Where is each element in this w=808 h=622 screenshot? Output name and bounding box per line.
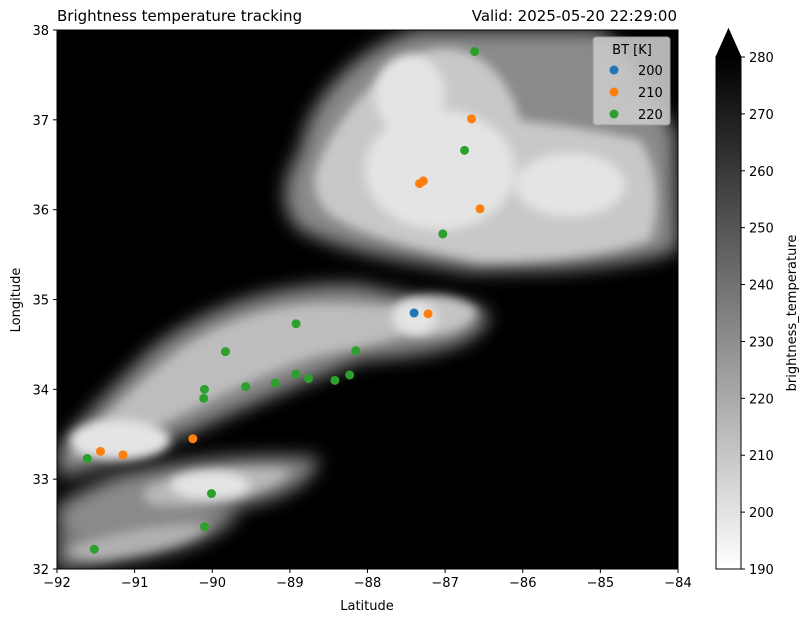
scatter-point-210k bbox=[188, 434, 198, 444]
plot-area bbox=[56, 29, 679, 570]
x-tick-label: −91 bbox=[121, 576, 148, 591]
x-axis-label: Latitude bbox=[340, 599, 394, 614]
scatter-point-220k bbox=[199, 393, 209, 403]
brightness-temperature-field bbox=[57, 30, 678, 569]
scatter-point-220k bbox=[460, 145, 470, 155]
x-tick-label: −87 bbox=[431, 576, 458, 591]
y-axis: 32 33 34 35 36 37 38 bbox=[32, 24, 57, 578]
x-tick-label: −86 bbox=[509, 576, 536, 591]
legend-label-200: 200 bbox=[638, 64, 663, 79]
scatter-point-210k bbox=[475, 204, 485, 214]
scatter-point-220k bbox=[351, 346, 361, 356]
scatter-point-210k bbox=[467, 114, 477, 124]
colorbar: 190 200 210 220 230 240 250 260 270 280 brightnes… bbox=[715, 27, 800, 578]
legend-marker-200 bbox=[609, 65, 619, 75]
scatter-point-220k bbox=[199, 522, 209, 532]
colorbar-label: brightness_temperature bbox=[785, 235, 800, 392]
scatter-point-220k bbox=[470, 47, 480, 57]
legend-label-210: 210 bbox=[638, 86, 663, 101]
y-axis-label: Longitude bbox=[9, 268, 24, 333]
legend-box bbox=[592, 36, 671, 126]
scatter-point-220k bbox=[330, 375, 340, 385]
x-tick-label: −84 bbox=[664, 576, 691, 591]
y-tick-label: 35 bbox=[32, 294, 49, 309]
y-tick-label: 36 bbox=[32, 204, 49, 219]
colorbar-tick-label: 210 bbox=[749, 449, 774, 464]
colorbar-tick-label: 270 bbox=[749, 108, 774, 123]
scatter-point-220k bbox=[206, 489, 216, 499]
legend-marker-220 bbox=[609, 109, 619, 119]
y-tick-label: 38 bbox=[32, 24, 49, 39]
colorbar-extend-max bbox=[715, 27, 742, 58]
y-tick-label: 34 bbox=[32, 383, 49, 398]
x-tick-label: −92 bbox=[43, 576, 70, 591]
scatter-point-210k bbox=[95, 446, 105, 456]
scatter-point-220k bbox=[270, 378, 280, 388]
colorbar-tick-label: 220 bbox=[749, 392, 774, 407]
legend: BT [K] 200 210 220 bbox=[592, 36, 671, 126]
scatter-point-220k bbox=[89, 544, 99, 554]
scatter-point-220k bbox=[220, 347, 230, 357]
scatter-point-220k bbox=[199, 384, 209, 394]
x-tick-label: −88 bbox=[354, 576, 381, 591]
scatter-point-210k bbox=[118, 450, 128, 460]
colorbar-tick-label: 250 bbox=[749, 222, 774, 237]
scatter-point-220k bbox=[241, 382, 251, 392]
colorbar-tick-label: 260 bbox=[749, 165, 774, 180]
scatter-point-220k bbox=[345, 370, 355, 380]
chart-title-left: Brightness temperature tracking bbox=[57, 7, 302, 25]
scatter-point-200k bbox=[409, 308, 419, 318]
scatter-point-220k bbox=[438, 229, 448, 239]
scatter-point-210k bbox=[423, 309, 433, 319]
chart-title-right: Valid: 2025-05-20 22:29:00 bbox=[472, 7, 677, 25]
scatter-point-220k bbox=[82, 454, 92, 464]
legend-marker-210 bbox=[609, 87, 619, 97]
y-tick-label: 32 bbox=[32, 563, 49, 578]
scatter-point-220k bbox=[291, 369, 301, 379]
colorbar-gradient bbox=[715, 56, 742, 570]
scatter-points bbox=[82, 47, 485, 554]
y-tick-label: 33 bbox=[32, 473, 49, 488]
y-tick-label: 37 bbox=[32, 114, 49, 129]
x-tick-label: −90 bbox=[199, 576, 226, 591]
x-tick-label: −89 bbox=[276, 576, 303, 591]
colorbar-tick-label: 240 bbox=[749, 279, 774, 294]
scatter-point-220k bbox=[291, 319, 301, 329]
colorbar-tick-label: 230 bbox=[749, 335, 774, 350]
x-axis: −92 −91 −90 −89 −88 −87 −86 −85 −84 bbox=[43, 569, 692, 591]
legend-title: BT [K] bbox=[612, 43, 652, 58]
colorbar-tick-label: 200 bbox=[749, 506, 774, 521]
x-tick-label: −85 bbox=[587, 576, 614, 591]
legend-label-220: 220 bbox=[638, 108, 663, 123]
colorbar-tick-label: 190 bbox=[749, 563, 774, 578]
scatter-point-210k bbox=[418, 176, 428, 186]
colorbar-tick-label: 280 bbox=[749, 51, 774, 66]
scatter-point-220k bbox=[304, 374, 314, 384]
